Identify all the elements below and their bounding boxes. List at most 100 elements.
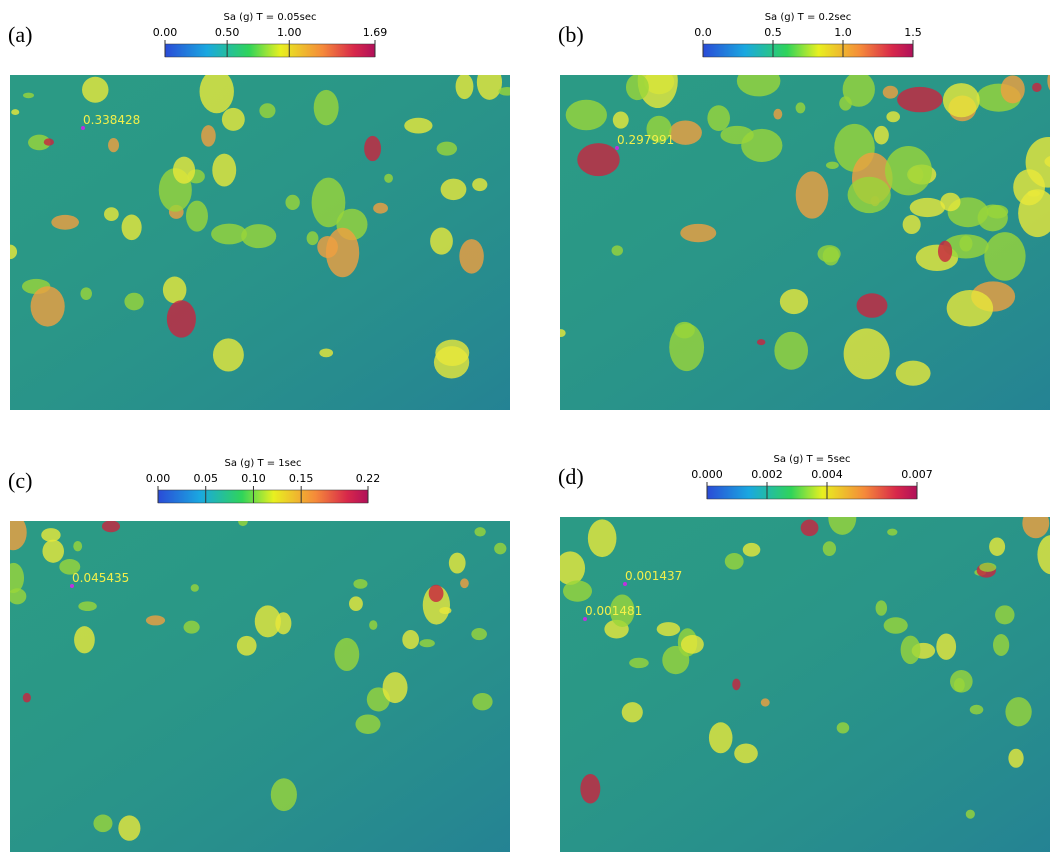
tick-label: 1.00 <box>277 26 302 39</box>
hot-spot <box>167 300 196 337</box>
hot-spot <box>41 528 60 542</box>
tick-label: 0.00 <box>146 472 171 485</box>
tick-label: 0.15 <box>289 472 314 485</box>
hot-spot <box>741 129 782 162</box>
hot-spot <box>222 108 245 131</box>
hot-spot <box>885 146 932 195</box>
hot-spot <box>954 678 965 692</box>
hot-spot <box>307 231 319 245</box>
panel-label: (b) <box>558 22 584 47</box>
hot-spot <box>383 672 408 703</box>
probe-value: 0.297991 <box>617 133 674 147</box>
hot-spot <box>477 65 502 100</box>
hot-spot <box>93 815 112 833</box>
hot-spot <box>773 109 782 120</box>
tick-label: 1.69 <box>363 26 388 39</box>
hot-spot <box>732 679 740 691</box>
hot-spot <box>612 245 623 255</box>
hot-spot <box>102 520 120 532</box>
hot-spot <box>459 239 484 274</box>
hot-spot <box>970 705 984 715</box>
hot-spot <box>460 578 469 588</box>
hot-spot <box>104 207 119 221</box>
panel-label: (c) <box>8 468 32 493</box>
hot-spot <box>1001 75 1025 103</box>
hot-spot <box>369 620 377 630</box>
hot-spot <box>588 519 617 557</box>
hot-spot <box>743 543 761 557</box>
probe-value: 0.001481 <box>585 604 642 618</box>
hot-spot <box>3 563 24 593</box>
probe-value: 0.045435 <box>72 571 129 585</box>
hot-spot <box>986 205 1008 219</box>
tick-label: 0.000 <box>691 468 723 481</box>
hot-spot <box>314 90 339 125</box>
hot-spot <box>319 349 333 358</box>
hot-spot <box>201 125 216 146</box>
hot-spot <box>555 551 585 585</box>
hot-spot <box>940 193 960 212</box>
map <box>555 501 1050 852</box>
tick-label: 0.10 <box>241 472 266 485</box>
hot-spot <box>1008 749 1023 768</box>
hot-spot <box>613 111 629 128</box>
hot-spot <box>200 70 234 114</box>
colorbar-title: Sa (g) T = 5sec <box>773 454 850 465</box>
hot-spot <box>82 77 108 103</box>
hot-spot <box>146 615 165 625</box>
hot-spot <box>780 289 808 314</box>
hot-spot <box>237 636 257 656</box>
hot-spot <box>349 596 363 611</box>
panel: (c)Sa (g) T = 1sec0.000.050.100.150.220.… <box>0 458 510 852</box>
tick-label: 0.0 <box>694 26 712 39</box>
hot-spot <box>430 228 453 255</box>
colorbar <box>165 44 375 57</box>
colorbar-title: Sa (g) T = 0.05sec <box>224 12 317 23</box>
tick-label: 0.50 <box>215 26 240 39</box>
hot-spot <box>285 195 299 210</box>
panel: (a)Sa (g) T = 0.05sec0.000.501.001.690.3… <box>3 12 515 410</box>
hot-spot <box>449 553 466 574</box>
hot-spot <box>826 162 839 169</box>
hot-spot <box>1005 697 1031 726</box>
hot-spot <box>669 323 704 371</box>
map-shade <box>560 517 1050 852</box>
hot-spot <box>896 361 931 386</box>
hot-spot <box>848 177 891 213</box>
hot-spot <box>471 628 487 640</box>
hot-spot <box>725 553 744 570</box>
hot-spot <box>472 178 487 191</box>
hot-spot <box>966 810 975 819</box>
tick-label: 0.002 <box>751 468 783 481</box>
hot-spot <box>837 722 850 733</box>
hot-spot <box>995 605 1014 624</box>
hot-spot <box>437 142 457 156</box>
panel-label: (d) <box>558 464 584 489</box>
hot-spot <box>884 617 908 633</box>
hot-spot <box>441 179 467 201</box>
hot-spot <box>823 247 839 266</box>
hot-spot <box>23 693 31 703</box>
hot-spot <box>456 74 474 99</box>
hot-spot <box>317 236 338 258</box>
hot-spot <box>563 580 592 601</box>
hot-spot <box>629 658 649 668</box>
hot-spot <box>1032 83 1042 92</box>
hot-spot <box>498 87 515 96</box>
hot-spot <box>78 601 96 611</box>
hot-spot <box>3 245 17 259</box>
hot-spot <box>774 332 808 370</box>
map <box>3 65 515 410</box>
colorbar-title: Sa (g) T = 1sec <box>224 458 301 469</box>
hot-spot <box>334 638 359 671</box>
hot-spot <box>312 178 346 228</box>
hot-spot <box>122 215 142 241</box>
colorbar <box>707 486 917 499</box>
map <box>556 54 1050 410</box>
hot-spot <box>979 563 996 572</box>
panel: (b)Sa (g) T = 0.2sec0.00.51.01.50.297991 <box>556 12 1050 410</box>
hot-spot <box>364 136 381 161</box>
hot-spot <box>213 338 244 371</box>
hot-spot <box>353 579 367 589</box>
hot-spot <box>844 328 890 379</box>
